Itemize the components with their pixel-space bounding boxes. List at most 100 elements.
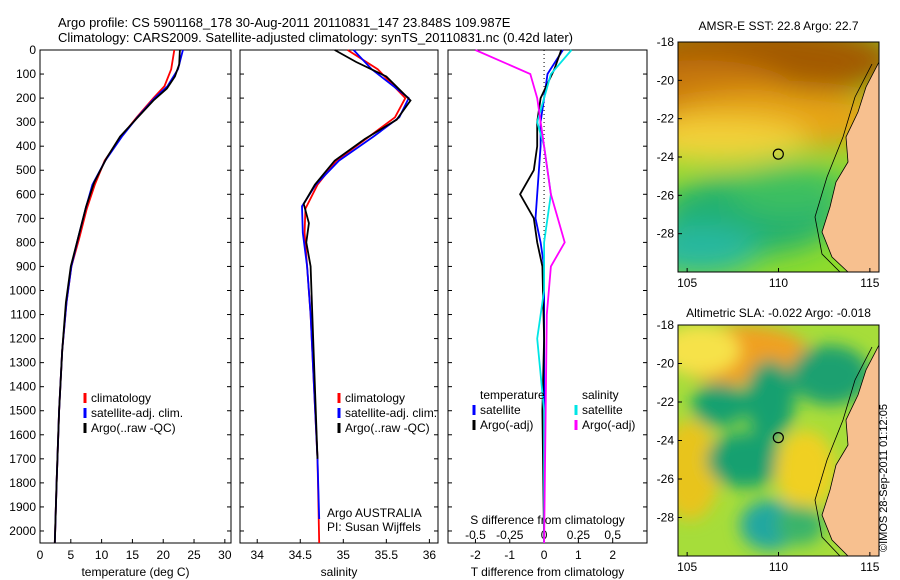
figure-title-line1: Argo profile: CS 5901168_178 30-Aug-2011… xyxy=(58,15,511,30)
y-tick-label: 800 xyxy=(16,235,36,249)
x-tick-label: 2 xyxy=(609,548,616,562)
x-axis-label: salinity xyxy=(321,565,358,579)
map-color-patch xyxy=(776,505,824,545)
y-tick-label: 200 xyxy=(16,91,36,105)
map-color-patch xyxy=(678,420,720,520)
y-tick-label: 1000 xyxy=(9,283,36,297)
series-line-salinity-argo-adj- xyxy=(475,49,566,544)
legend-label: Argo(..raw -QC) xyxy=(345,421,430,435)
map-y-tick-label: -28 xyxy=(657,227,675,241)
series-line-argo-raw-qc- xyxy=(53,49,181,544)
map-color-patch xyxy=(745,360,795,440)
map-color-patch xyxy=(775,430,835,510)
y-tick-label: 1300 xyxy=(9,356,36,370)
shelf-contour xyxy=(814,63,873,272)
series-line-argo-raw-qc- xyxy=(302,49,412,459)
sst-map-field xyxy=(678,42,879,272)
y-tick-label: 300 xyxy=(16,115,36,129)
map-y-tick-label: -18 xyxy=(657,318,675,332)
land-mass-australia xyxy=(821,344,879,556)
panel-frame-3 xyxy=(447,49,648,544)
top-x-tick-label: 0.25 xyxy=(567,528,591,542)
argo-agency-label: Argo AUSTRALIA xyxy=(327,506,422,520)
map-y-tick-label: -22 xyxy=(657,395,675,409)
map-color-patch xyxy=(678,225,760,272)
map-color-patch xyxy=(678,118,810,162)
map-title: AMSR-E SST: 22.8 Argo: 22.7 xyxy=(698,19,858,33)
x-tick-label: 20 xyxy=(157,548,171,562)
pi-name-label: PI: Susan Wijffels xyxy=(327,520,421,534)
x-tick-label: -1 xyxy=(504,548,515,562)
y-tick-label: 100 xyxy=(16,67,36,81)
top-x-tick-label: -0.5 xyxy=(465,528,486,542)
legend-title-temperature: temperature xyxy=(480,388,545,402)
legend-label: climatology xyxy=(345,391,405,405)
x-tick-label: 25 xyxy=(187,548,201,562)
map-x-tick-label: 105 xyxy=(677,560,697,574)
top-x-tick-label: 0.5 xyxy=(604,528,621,542)
map-color-patch xyxy=(692,383,748,427)
map-y-tick-label: -22 xyxy=(657,112,675,126)
map-x-tick-label: 110 xyxy=(769,560,788,574)
x-axis-label: T difference from climatology xyxy=(471,565,625,579)
x-axis-label: temperature (deg C) xyxy=(81,565,189,579)
legend-label: satellite xyxy=(480,403,521,417)
y-tick-label: 500 xyxy=(16,163,36,177)
x-tick-label: 0 xyxy=(37,548,44,562)
argo-float-location-marker xyxy=(772,432,784,444)
legend-title-salinity: salinity xyxy=(582,388,619,402)
legend-label: Argo(-adj) xyxy=(480,418,533,432)
map-y-tick-label: -18 xyxy=(657,35,675,49)
x-tick-label: 5 xyxy=(67,548,74,562)
y-tick-label: 2000 xyxy=(9,524,36,538)
y-tick-label: 1500 xyxy=(9,404,36,418)
map-x-tick-label: 110 xyxy=(769,276,788,290)
x-tick-label: 35.5 xyxy=(375,548,399,562)
y-tick-label: 1800 xyxy=(9,476,36,490)
y-tick-label: 1400 xyxy=(9,380,36,394)
x-tick-label: 35 xyxy=(337,548,351,562)
map-y-tick-label: -20 xyxy=(657,357,675,371)
shelf-contour xyxy=(814,346,873,556)
y-tick-label: 0 xyxy=(29,43,36,57)
map-title: Altimetric SLA: -0.022 Argo: -0.018 xyxy=(686,306,871,320)
map-x-tick-label: 115 xyxy=(860,276,879,290)
legend-label: satellite xyxy=(582,403,623,417)
salinity-axis-label: S difference from climatology xyxy=(470,513,625,527)
map-x-tick-label: 115 xyxy=(860,560,879,574)
x-tick-label: 1 xyxy=(575,548,582,562)
x-tick-label: 30 xyxy=(218,548,232,562)
y-tick-label: 600 xyxy=(16,187,36,201)
argo-float-location-marker xyxy=(772,148,784,160)
land-mass-australia xyxy=(821,61,879,272)
x-tick-label: 36 xyxy=(423,548,437,562)
y-tick-label: 1100 xyxy=(10,308,36,322)
y-tick-label: 1700 xyxy=(9,452,36,466)
map-y-tick-label: -20 xyxy=(657,73,675,87)
panel-frame-2 xyxy=(239,49,439,544)
map-color-field xyxy=(678,325,870,550)
x-tick-label: 34 xyxy=(251,548,265,562)
timestamp-stamp: ©IMOS 28-Sep-2011 01:12:05 xyxy=(878,404,890,552)
x-tick-label: 34.5 xyxy=(289,548,313,562)
map-color-field xyxy=(678,42,879,272)
x-tick-label: -2 xyxy=(470,548,481,562)
top-x-tick-label: -0.25 xyxy=(496,528,524,542)
map-y-tick-label: -26 xyxy=(657,472,675,486)
series-line-temperature-argo-adj- xyxy=(519,49,563,544)
map-y-tick-label: -28 xyxy=(657,511,675,525)
map-y-tick-label: -26 xyxy=(657,188,675,202)
y-tick-label: 400 xyxy=(16,139,36,153)
map-color-patch xyxy=(790,345,870,405)
map-y-tick-label: -24 xyxy=(657,150,675,164)
x-tick-label: 0 xyxy=(541,548,548,562)
x-tick-label: 10 xyxy=(95,548,109,562)
legend-label: satellite-adj. clim. xyxy=(91,406,183,420)
x-tick-label: 15 xyxy=(126,548,140,562)
legend-label: Argo(..raw -QC) xyxy=(91,421,176,435)
series-line-satellite-adj-clim- xyxy=(53,49,184,544)
y-tick-label: 700 xyxy=(16,211,36,225)
legend-label: Argo(-adj) xyxy=(582,418,635,432)
legend-label: satellite-adj. clim. xyxy=(345,406,437,420)
